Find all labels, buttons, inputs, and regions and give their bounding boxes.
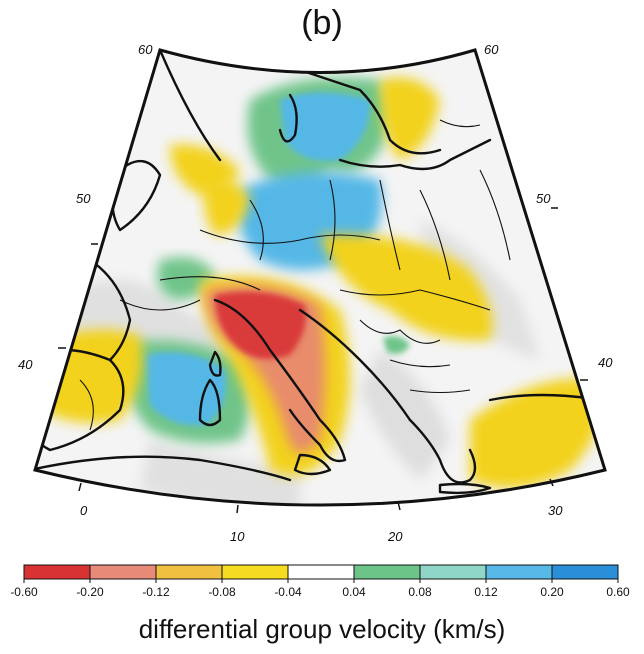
lat-label-40-left: 40: [18, 357, 33, 372]
coast-adriatic-east: [298, 308, 412, 422]
coast-france-atlantic: [88, 258, 132, 362]
lat-label-40-right: 40: [598, 355, 613, 370]
anomaly-dinarides-small: [383, 336, 410, 354]
colorbar-tick-label: -0.20: [76, 585, 104, 599]
colorbar-segment: [420, 565, 487, 579]
anomaly-aegean-anatolia: [470, 378, 602, 488]
anomaly-iberia: [40, 329, 143, 424]
anomaly-baltic: [380, 77, 440, 160]
panel-label: (b): [301, 4, 343, 42]
colorbar-tick-label: -0.08: [208, 585, 236, 599]
lon-label-30: 30: [548, 503, 563, 518]
colorbar-tick-label: -0.60: [10, 585, 38, 599]
coast-north-africa: [35, 455, 292, 482]
lat-label-60-left: 60: [138, 42, 153, 57]
map-frame: [33, 48, 607, 507]
colorbar-segment: [288, 565, 355, 579]
anomaly-layer: [40, 77, 602, 488]
anomaly-po-plain-red: [215, 291, 306, 359]
colorbar-tick-label: -0.04: [274, 585, 302, 599]
coast-crete: [438, 482, 492, 495]
coast-baltic: [338, 138, 492, 171]
lat-label-50-right: 50: [536, 191, 551, 206]
colorbar-segments: [24, 565, 619, 579]
colorbar-tick-label: -0.12: [142, 585, 170, 599]
lon-label-10: 10: [230, 529, 245, 544]
anomaly-tyrrhenian-core: [145, 352, 226, 426]
colorbar-segment: [156, 565, 223, 579]
colorbar: -0.60 -0.20 -0.12 -0.08 -0.04 0.04 0.08 0.12 0.2…: [10, 564, 630, 599]
colorbar-tick-label: 0.08: [408, 585, 432, 599]
anomaly-benelux: [203, 179, 250, 235]
coast-italy: [213, 298, 347, 463]
lon-label-0: 0: [80, 503, 88, 518]
lon-label-20: 20: [387, 529, 403, 544]
colorbar-tick-label: 0.20: [540, 585, 564, 599]
colorbar-tick-label: 0.04: [342, 585, 366, 599]
coast-norway: [158, 50, 222, 162]
colorbar-tick-label: 0.12: [474, 585, 498, 599]
colorbar-segment: [24, 565, 91, 579]
coast-sicily: [293, 453, 332, 476]
coast-greece: [408, 418, 477, 484]
coast-sardinia: [198, 378, 222, 427]
colorbar-tick-label: 0.60: [606, 585, 630, 599]
colorbar-title: differential group velocity (km/s): [138, 614, 506, 644]
lat-label-60-right: 60: [484, 42, 499, 57]
colorbar-segment: [486, 565, 553, 579]
national-borders: [79, 119, 511, 431]
lat-label-50-left: 50: [76, 191, 91, 206]
colorbar-segment: [354, 565, 421, 579]
anomaly-scandinavia-core: [280, 92, 370, 161]
coast-ireland: [93, 185, 117, 211]
graticule-ticks: [58, 207, 588, 514]
colorbar-segment: [90, 565, 157, 579]
anomaly-carpathian: [320, 234, 493, 341]
coast-corsica: [208, 350, 222, 377]
colorbar-segment: [552, 565, 619, 579]
colorbar-segment: [222, 565, 289, 579]
coast-scandinavia: [298, 68, 442, 155]
coast-jutland: [278, 93, 298, 143]
colorbar-ticks: -0.60 -0.20 -0.12 -0.08 -0.04 0.04 0.08 0.12 0.2…: [10, 565, 630, 599]
